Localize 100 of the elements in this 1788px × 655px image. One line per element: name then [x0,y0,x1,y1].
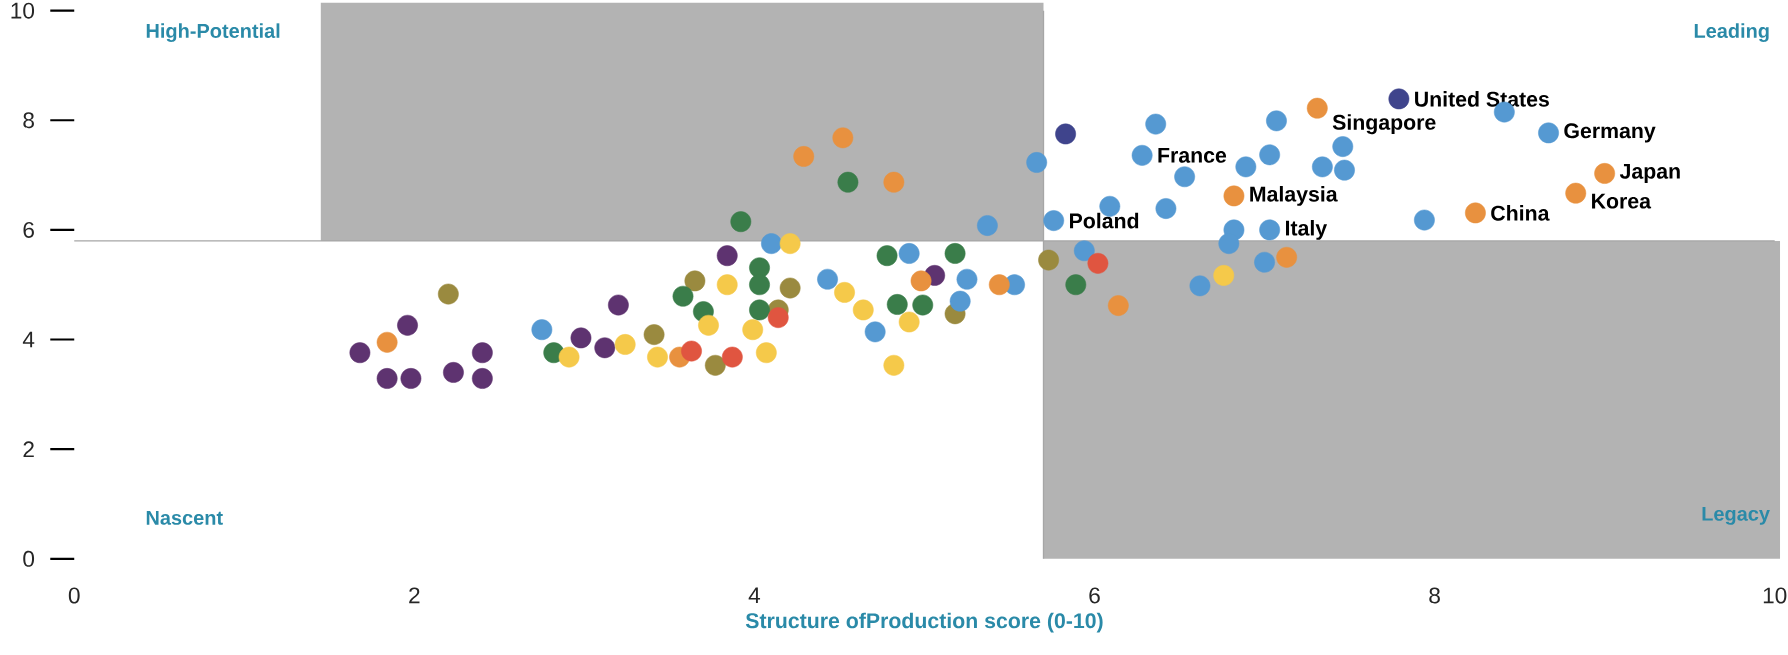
point [883,172,905,193]
y-tick-label: 4 [22,331,35,348]
annotation: Poland [1070,212,1139,229]
point [1155,198,1177,220]
point [883,355,905,376]
point [594,337,616,359]
point [1266,110,1287,132]
point [749,274,770,296]
point [1218,233,1240,255]
point [1388,88,1410,110]
point [749,257,770,279]
point [1259,219,1281,241]
point [614,334,636,356]
point [1073,240,1095,262]
point [471,368,493,390]
point [1465,202,1486,224]
point [779,233,801,255]
point [832,127,854,149]
y-tick-label: 0 [23,551,35,568]
point [793,146,815,168]
point [704,355,726,376]
point [1334,159,1355,181]
point [349,342,371,364]
point [1038,249,1059,271]
point [817,269,838,290]
point [944,243,966,265]
point [1026,152,1048,174]
point [721,346,743,368]
point [1189,275,1211,297]
point [1213,265,1235,286]
point [437,283,459,305]
point [1306,98,1328,119]
point [956,269,978,290]
y-tick-label: 10 [11,2,35,19]
point [730,211,752,233]
point [912,294,934,316]
point [749,299,770,321]
point [1414,209,1435,231]
point [681,340,702,362]
point [608,294,629,316]
annotation: Legacy [1702,507,1770,526]
point [1131,145,1153,166]
point [698,315,719,336]
x-axis-title: Structure ofProduction score (0-10) [745,612,1103,633]
point [949,290,971,312]
point [977,215,998,237]
point [1311,156,1333,178]
point [558,346,580,368]
x-tick-label: 6 [1089,587,1100,604]
annotation: Malaysia [1250,186,1338,207]
point [898,243,920,265]
point [852,299,874,321]
point [1065,274,1087,296]
point [716,274,738,296]
point [643,324,665,346]
point [684,270,706,292]
point [1087,253,1109,274]
point [1594,163,1616,185]
point [1254,252,1275,273]
point [1259,144,1281,166]
point [755,342,777,364]
point [761,233,782,255]
point [471,342,493,364]
x-tick-label: 2 [409,587,420,604]
point [864,321,886,343]
x-tick-label: 4 [748,587,761,604]
point [570,327,592,349]
point [531,319,553,341]
point [834,282,855,303]
annotation: Korea [1592,193,1652,209]
point [1107,295,1129,317]
annotation: Japan [1619,164,1680,184]
annotation: Leading [1694,23,1769,43]
point [779,277,801,299]
y-tick-label: 6 [23,222,34,239]
x-tick-label: 8 [1429,587,1440,604]
point [1145,113,1167,135]
x-tick-label: 10 [1763,587,1787,604]
point [672,286,694,307]
point [1043,210,1065,232]
point [898,311,920,333]
point [767,307,789,329]
annotation: Nascent [146,511,223,526]
point [443,362,464,384]
point [1332,136,1354,158]
point [376,332,398,353]
point [837,172,859,193]
point [1565,182,1587,204]
point [876,245,898,267]
point [988,274,1010,296]
annotation: Germany [1564,123,1656,143]
x-tick-label: 0 [68,587,80,604]
point [397,315,418,336]
point [1235,156,1257,178]
y-tick-label: 2 [23,441,34,458]
annotation: United States [1415,91,1549,107]
point [910,270,932,292]
point [543,342,565,364]
annotation: China [1491,205,1550,221]
annotation: High-Potential [146,23,280,43]
